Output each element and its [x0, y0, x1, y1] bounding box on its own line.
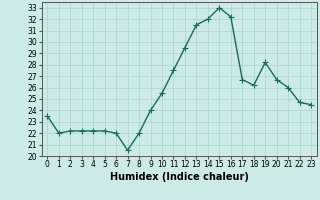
- X-axis label: Humidex (Indice chaleur): Humidex (Indice chaleur): [110, 172, 249, 182]
